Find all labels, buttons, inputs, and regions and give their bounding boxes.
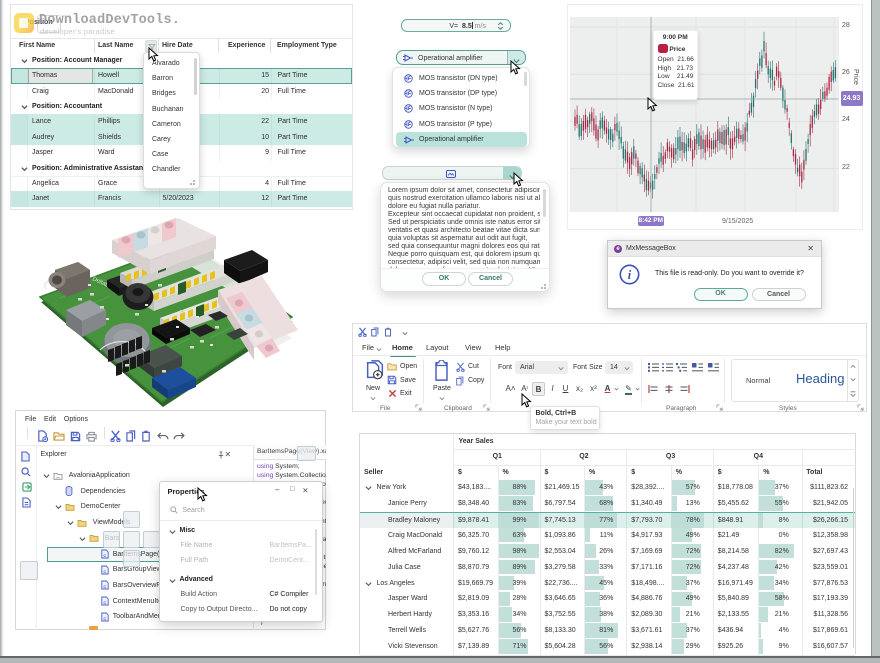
svg-text:C: C xyxy=(104,584,107,589)
svg-text:i: i xyxy=(628,268,632,282)
svg-text:C: C xyxy=(104,600,107,605)
svg-text:C: C xyxy=(104,553,107,558)
svg-text:C: C xyxy=(104,568,107,573)
svg-text:C: C xyxy=(104,616,107,621)
